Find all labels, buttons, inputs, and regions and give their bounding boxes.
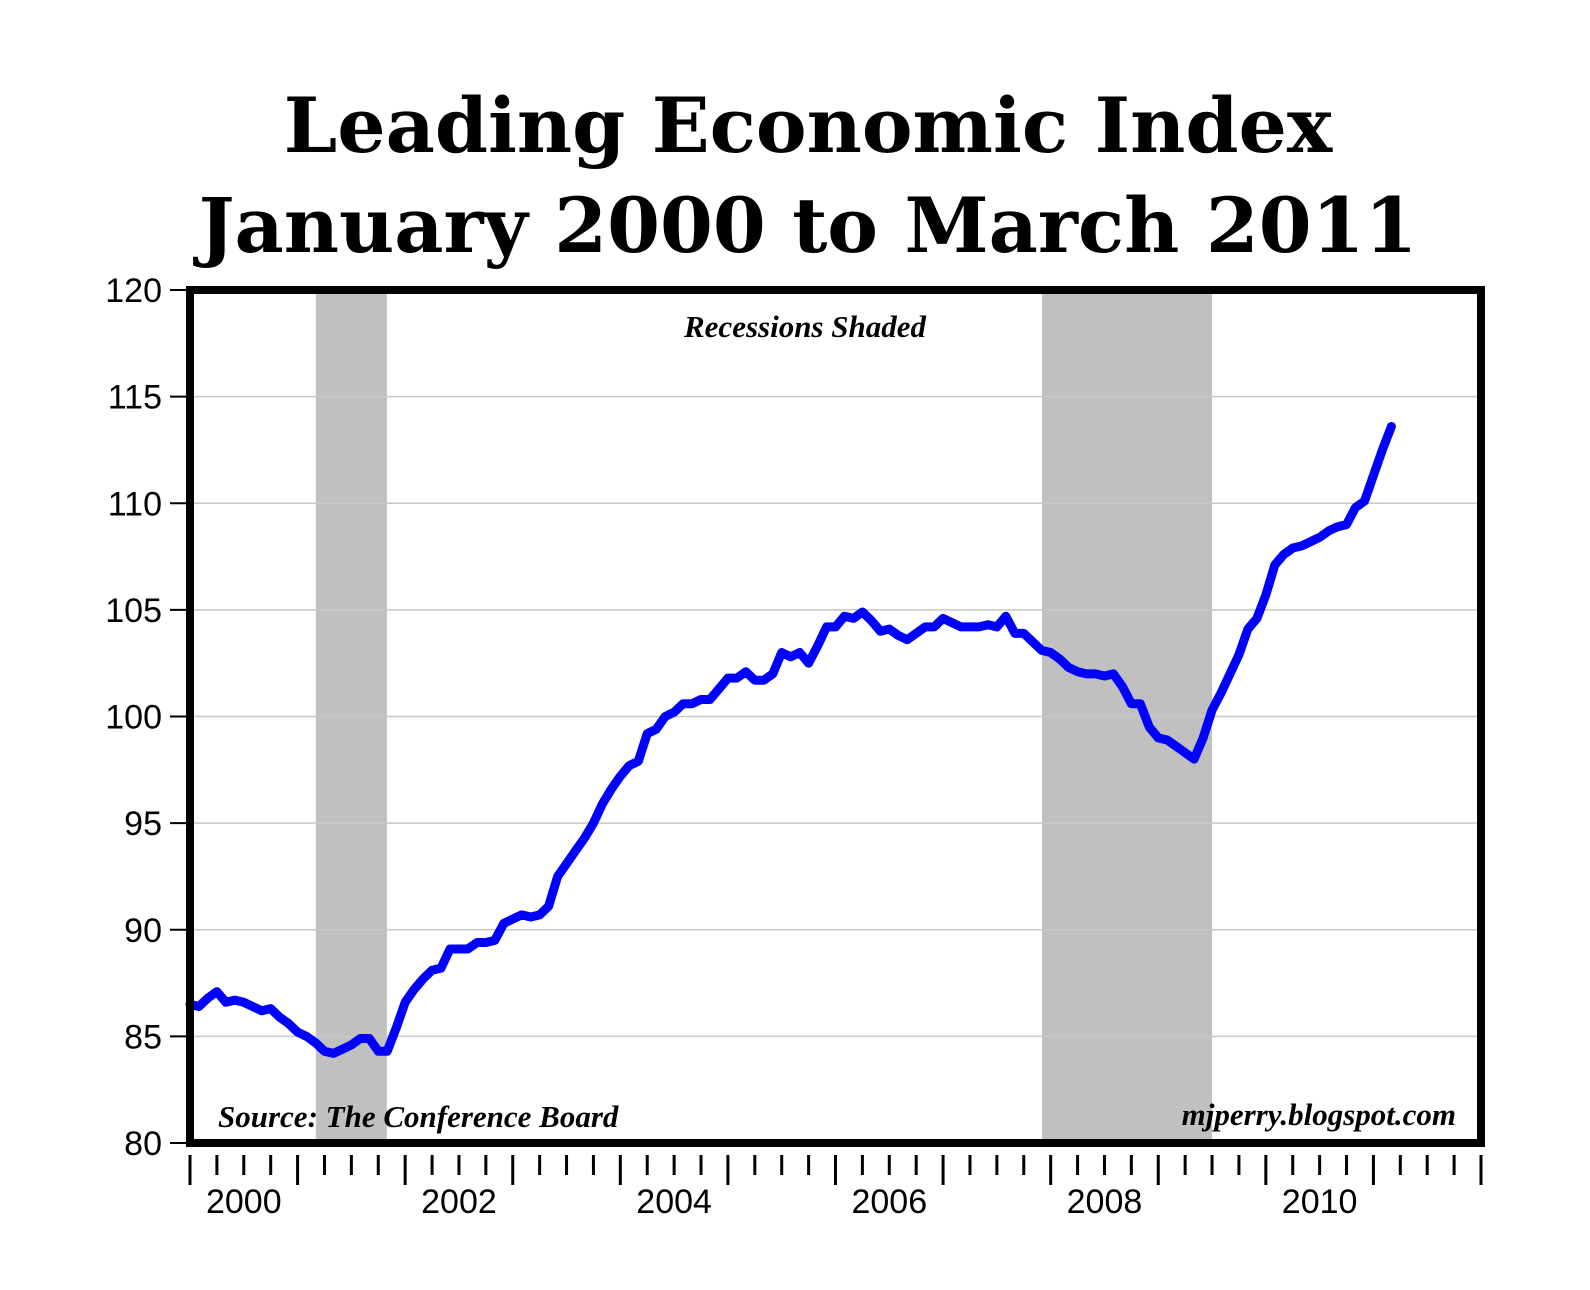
annotation: Recessions Shaded <box>683 309 926 344</box>
y-tick-label: 90 <box>124 912 162 950</box>
x-tick-label: 2000 <box>206 1183 282 1221</box>
y-tick-label: 95 <box>124 805 162 843</box>
x-tick-label: 2004 <box>636 1183 712 1221</box>
chart-title: Leading Economic Index <box>284 81 1333 170</box>
x-tick-label: 2002 <box>421 1183 497 1221</box>
data-line <box>185 421 1396 1058</box>
annotation: Source: The Conference Board <box>218 1099 619 1134</box>
chart-subtitle: January 2000 to March 2011 <box>193 181 1418 270</box>
y-tick-label: 105 <box>105 592 162 630</box>
plot-frame <box>186 286 1485 1147</box>
x-tick-label: 2006 <box>851 1183 927 1221</box>
y-tick-label: 80 <box>124 1125 162 1163</box>
y-tick-label: 115 <box>108 379 162 417</box>
y-tick-label: 85 <box>124 1018 162 1056</box>
y-tick-label: 120 <box>105 272 162 310</box>
x-tick-label: 2010 <box>1282 1183 1358 1221</box>
y-tick-label: 100 <box>105 699 162 737</box>
y-tick-label: 110 <box>108 485 162 523</box>
x-tick-label: 2008 <box>1067 1183 1143 1221</box>
annotation: mjperry.blogspot.com <box>1182 1097 1456 1132</box>
